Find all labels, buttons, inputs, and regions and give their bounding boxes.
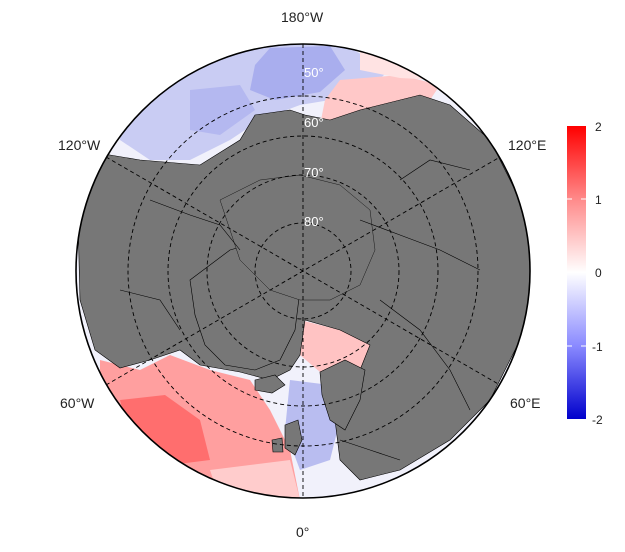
lat-circle-80 bbox=[254, 222, 352, 320]
bering-negative-anomaly bbox=[190, 85, 255, 135]
lon-label-60w: 60°W bbox=[60, 395, 95, 411]
colorbar-tick-2: 2 bbox=[595, 120, 602, 134]
lat-label-80: 80° bbox=[304, 214, 324, 229]
lon-label-120e: 120°E bbox=[508, 137, 547, 153]
colorbar-ticks bbox=[567, 198, 586, 347]
pacific-strong-negative-anomaly bbox=[250, 46, 345, 100]
coastlines bbox=[119, 159, 481, 461]
graticule bbox=[75, 43, 531, 499]
meridian-60e-120w bbox=[105, 156, 501, 386]
colorbar-tick-0: 0 bbox=[595, 266, 602, 280]
ireland bbox=[271, 437, 284, 453]
lon-label-180w: 180°W bbox=[281, 9, 324, 25]
colorbar-tick-neg1: -1 bbox=[592, 340, 603, 354]
lat-circle-60 bbox=[167, 135, 439, 407]
iceland bbox=[254, 374, 286, 394]
lat-label-50: 50° bbox=[304, 65, 324, 80]
map-border bbox=[75, 43, 531, 499]
lon-label-60e: 60°E bbox=[510, 395, 541, 411]
colorbar-tick-1: 1 bbox=[595, 193, 602, 207]
scandinavia bbox=[319, 359, 366, 431]
colorbar-tick-neg2: -2 bbox=[592, 413, 603, 427]
lon-label-120w: 120°W bbox=[58, 137, 101, 153]
lat-label-60: 60° bbox=[304, 115, 324, 130]
lat-label-70: 70° bbox=[304, 165, 324, 180]
barents-positive-anomaly bbox=[300, 320, 370, 372]
lon-label-0: 0° bbox=[296, 524, 310, 540]
